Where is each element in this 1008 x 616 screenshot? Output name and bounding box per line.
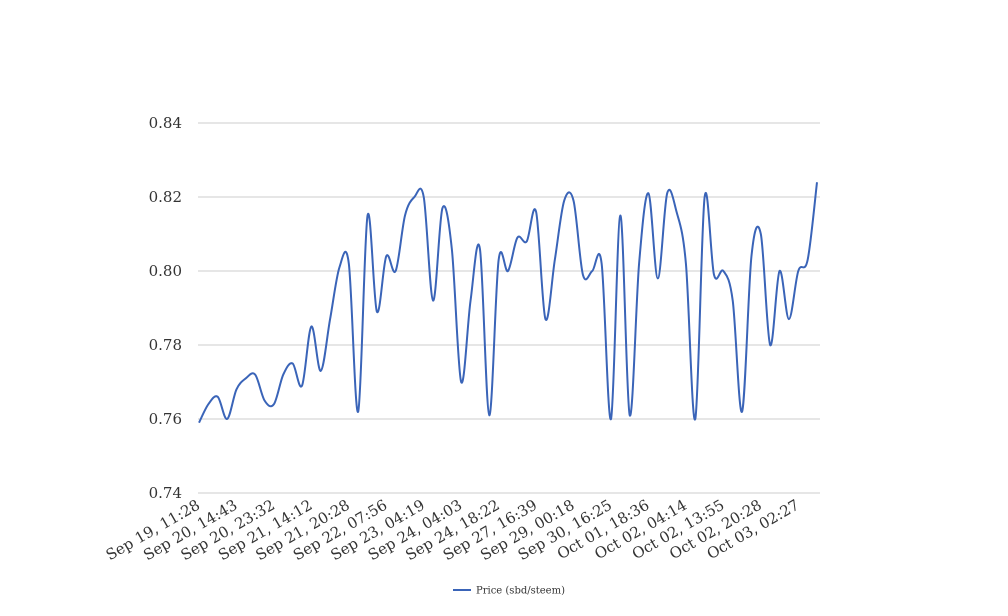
legend-label: Price (sbd/steem) [476,586,565,597]
y-tick-label: 0.76 [149,410,182,428]
y-tick-label: 0.74 [149,484,182,502]
line [198,182,818,424]
y-tick-label: 0.84 [149,114,182,132]
y-tick-label: 0.80 [149,262,182,280]
y-tick-label: 0.82 [149,188,182,206]
y-tick-label: 0.78 [149,336,182,354]
